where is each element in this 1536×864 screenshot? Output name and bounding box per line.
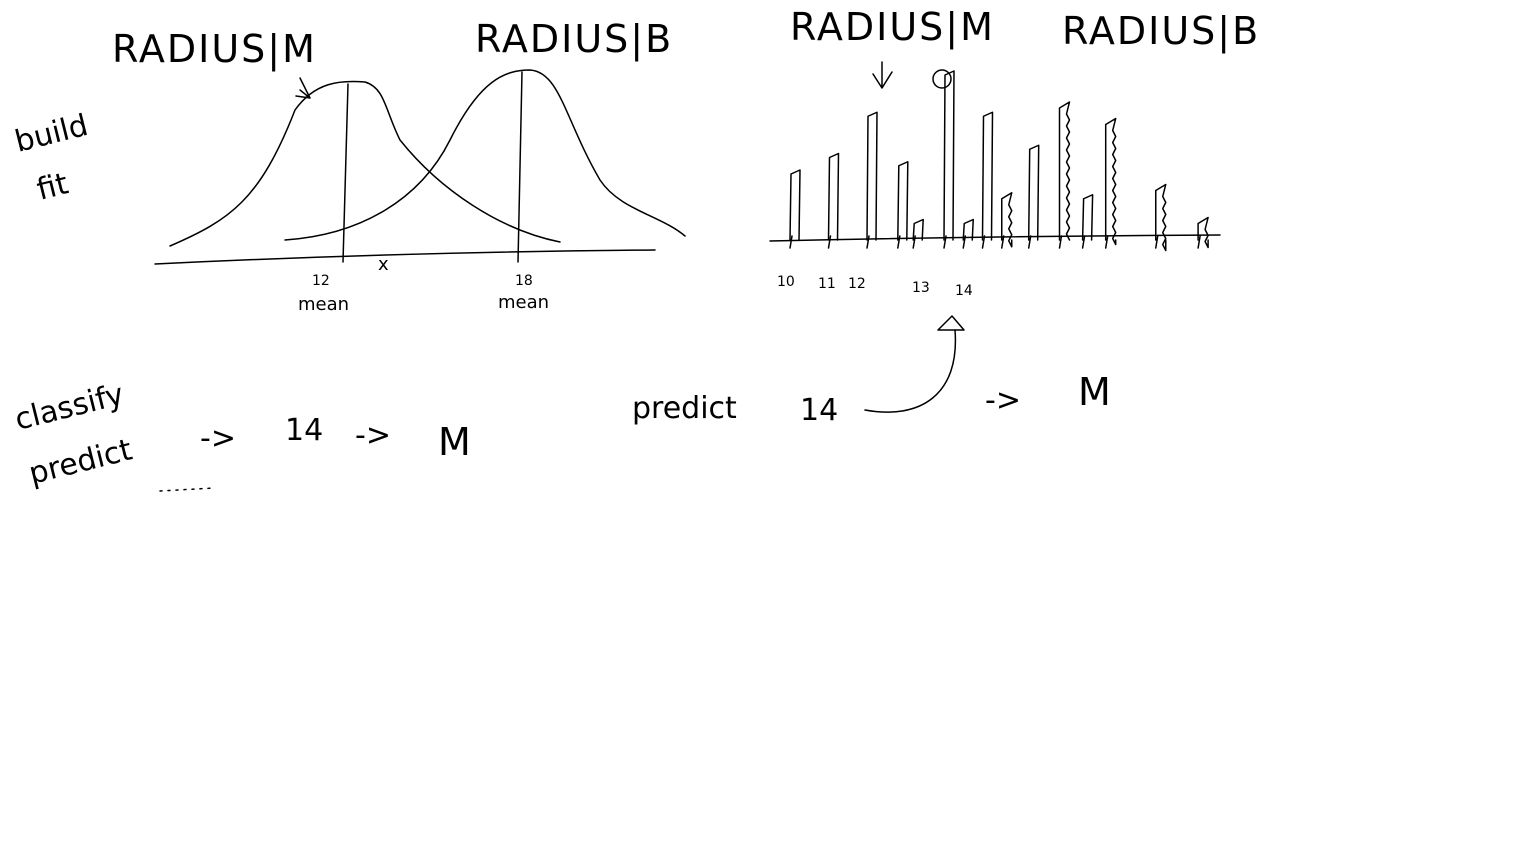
hist-axis-tick [981, 235, 986, 249]
side-label-build: build [11, 108, 91, 160]
gaussian-panel: RADIUS|M RADIUS|B build fit x 12 mean 18… [11, 17, 686, 315]
hist-axis-tick [912, 235, 916, 249]
mean-b-label: mean [498, 292, 549, 313]
hist-axis-tick [827, 235, 832, 249]
hist-tick-13: 13 [912, 280, 930, 296]
hist-bar [1027, 144, 1040, 241]
histogram-panel: RADIUS|M RADIUS|B 10 11 12 13 14 [769, 5, 1260, 331]
hist-bar [1001, 192, 1013, 248]
hist-axis-tick [897, 235, 901, 249]
hist-tick-12: 12 [848, 276, 866, 292]
hist-bar [897, 161, 909, 241]
predict-result: M [1078, 370, 1113, 414]
classify-arrow-2: -> [355, 418, 391, 453]
classify-section: classify predict -> 14 -> M [11, 377, 473, 492]
marker-x: x [378, 254, 389, 275]
classify-result: M [438, 420, 473, 464]
hist-bar [1104, 117, 1117, 246]
gaussian-title-m: RADIUS|M [112, 27, 317, 72]
hist-tick-14: 14 [955, 283, 973, 299]
curve-b [284, 69, 686, 241]
hist-axis-tick [1104, 235, 1109, 249]
hist-axis-tick [1155, 235, 1159, 249]
classify-input: 14 [285, 413, 323, 448]
mean-line-b [517, 71, 523, 263]
predict-arrow: -> [985, 383, 1021, 418]
hist-axis-tick [1081, 235, 1086, 249]
hist-x-axis [769, 234, 1221, 242]
hist-bar [962, 218, 974, 241]
hist-bar [1155, 183, 1167, 252]
hist-axis-tick [1058, 235, 1063, 249]
hist-tick-11: 11 [818, 276, 836, 292]
predict-label: predict [632, 391, 737, 426]
hist-axis-tick [1001, 235, 1005, 249]
hist-bar [943, 70, 955, 241]
down-arrow [872, 61, 893, 89]
stray-mark [159, 487, 215, 492]
curved-arrow [864, 329, 957, 413]
hist-axis-tick [866, 235, 870, 249]
classify-label: classify [11, 377, 127, 438]
side-label-fit: fit [33, 166, 71, 207]
curve-m [169, 80, 561, 247]
mean-b-value: 18 [515, 273, 533, 289]
hist-bar [1081, 194, 1094, 241]
hist-title-m: RADIUS|M [790, 5, 995, 50]
classify-predict-label: predict [25, 432, 135, 491]
hist-bar [789, 169, 801, 241]
hist-bars [789, 70, 1209, 252]
hist-bar [866, 111, 878, 241]
up-arrow-14 [937, 315, 965, 331]
mean-m-label: mean [298, 294, 349, 315]
predict-section: predict 14 -> M [632, 329, 1113, 428]
gaussian-title-b: RADIUS|B [475, 17, 673, 62]
classify-arrow-1: -> [200, 421, 236, 456]
hist-title-b: RADIUS|B [1062, 9, 1260, 54]
hist-axis-tick [962, 235, 966, 249]
hist-axis-tick [943, 235, 947, 249]
hist-bar [1058, 101, 1071, 241]
gaussian-x-axis [154, 249, 656, 265]
predict-input: 14 [800, 393, 838, 428]
hist-axis-tick [789, 235, 793, 249]
hist-bar [912, 218, 924, 241]
highlight-circle [932, 69, 952, 89]
hist-bar [1197, 216, 1209, 249]
hist-axis-tick [1027, 235, 1032, 249]
hist-bar [981, 111, 994, 241]
hist-axis-tick [1197, 235, 1201, 249]
hist-tick-10: 10 [777, 274, 795, 290]
mean-line-m [342, 83, 349, 263]
mean-m-value: 12 [312, 273, 330, 289]
hist-bar [827, 152, 840, 241]
